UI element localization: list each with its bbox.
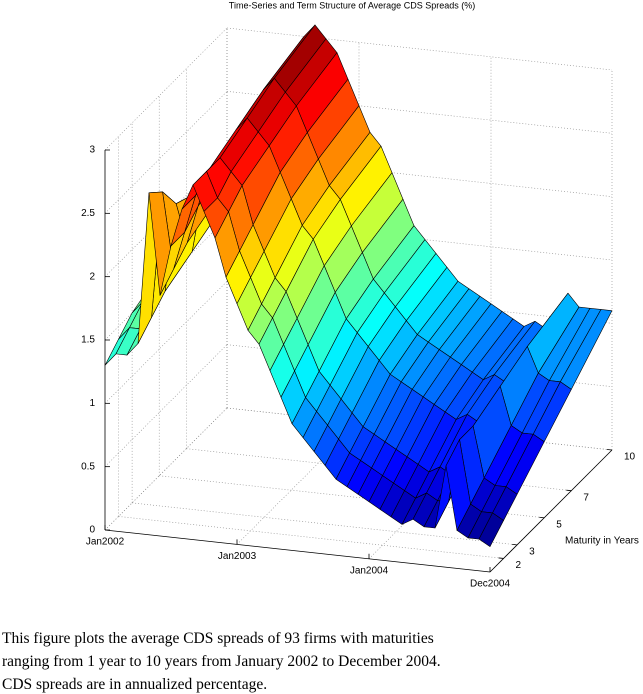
x-tick-label: Dec2004 <box>470 579 510 590</box>
axis-line <box>104 529 491 573</box>
chart-title: Time-Series and Term Structure of Averag… <box>229 0 475 10</box>
chart: Time-Series and Term Structure of Averag… <box>81 0 639 590</box>
x-tick-label: Jan2004 <box>350 565 389 576</box>
z-tick-label: 3 <box>89 145 95 156</box>
z-tick-label: 1.5 <box>81 335 95 346</box>
z-tick-label: 0.5 <box>81 461 95 472</box>
tick-mark <box>539 516 545 519</box>
grid-line <box>104 407 228 531</box>
tick-mark <box>606 449 613 451</box>
grid-line <box>104 344 228 467</box>
y-tick-label: 5 <box>556 519 562 530</box>
z-tick-label: 1 <box>89 398 95 409</box>
caption-line: CDS spreads are in annualized percentage… <box>2 676 268 693</box>
y-tick-label: 10 <box>624 452 636 463</box>
z-tick-label: 0 <box>89 525 95 536</box>
axis-line <box>489 449 613 573</box>
tick-mark <box>512 543 518 546</box>
grid-line <box>104 407 228 531</box>
z-tick-label: 2.5 <box>81 208 95 219</box>
x-tick-label: Jan2003 <box>218 551 257 562</box>
y-tick-label: 2 <box>516 560 522 571</box>
z-tick-label: 2 <box>89 271 95 282</box>
y-tick-label: 3 <box>529 547 535 558</box>
tick-mark <box>498 557 504 559</box>
surface-facet <box>478 512 504 547</box>
y-tick-label: 7 <box>583 492 589 503</box>
tick-mark <box>566 489 572 492</box>
x-tick-label: Jan2002 <box>86 537 125 548</box>
grid-line <box>104 27 228 151</box>
caption-line: ranging from 1 year to 10 years from Jan… <box>2 653 441 670</box>
y-axis-label: Maturity in Years <box>565 536 639 547</box>
caption-line: This figure plots the average CDS spread… <box>2 630 434 647</box>
